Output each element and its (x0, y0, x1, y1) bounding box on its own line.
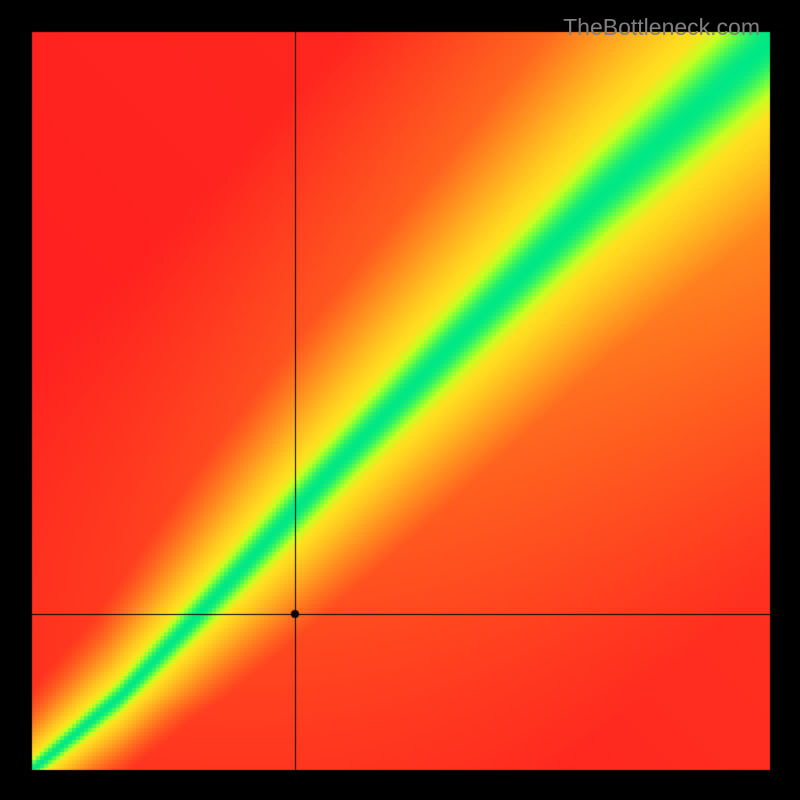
bottleneck-heatmap-chart: TheBottleneck.com (0, 0, 800, 800)
heatmap-canvas (0, 0, 800, 800)
watermark-text: TheBottleneck.com (563, 14, 760, 41)
